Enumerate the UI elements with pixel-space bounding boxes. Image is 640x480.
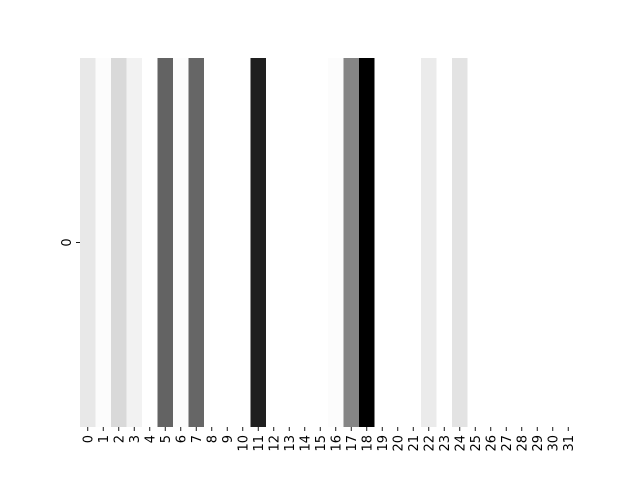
x-tick-label: 25: [469, 435, 484, 452]
x-tick-label: 4: [143, 435, 158, 443]
y-tick-label: 0: [60, 238, 75, 246]
heatmap-cell-0-30: [545, 58, 561, 427]
x-tick-label: 13: [283, 435, 298, 452]
heatmap-cell-0-28: [514, 58, 530, 427]
heatmap-cell-0-24: [452, 58, 468, 427]
x-tick-label: 8: [205, 435, 220, 443]
heatmap-cell-0-11: [250, 58, 267, 427]
x-tick-label: 30: [546, 435, 561, 452]
x-tick-label: 2: [112, 435, 127, 443]
heatmap-cell-0-6: [173, 58, 189, 427]
x-tick-label: 24: [453, 435, 468, 452]
x-tick-label: 10: [236, 435, 251, 452]
heatmap-cells: [80, 58, 577, 427]
x-tick-label: 17: [345, 435, 360, 452]
x-tick-label: 29: [531, 435, 546, 452]
x-tick-label: 18: [360, 435, 375, 452]
heatmap-cell-0-25: [467, 58, 484, 427]
heatmap-cell-0-23: [436, 58, 453, 427]
x-tick-label: 27: [500, 435, 515, 452]
heatmap-cell-0-14: [297, 58, 313, 427]
heatmap-cell-0-9: [219, 58, 236, 427]
x-tick-label: 0: [81, 435, 96, 443]
heatmap-cell-0-8: [204, 58, 220, 427]
x-tick-label: 6: [174, 435, 189, 443]
x-tick-label: 3: [128, 435, 143, 443]
heatmap-cell-0-18: [359, 58, 375, 427]
heatmap-cell-0-3: [126, 58, 143, 427]
heatmap-cell-0-31: [560, 58, 577, 427]
x-tick-label: 9: [221, 435, 236, 443]
heatmap-cell-0-26: [483, 58, 499, 427]
heatmap-cell-0-16: [328, 58, 344, 427]
y-axis-ticks: 0: [60, 238, 80, 247]
heatmap-cell-0-5: [157, 58, 174, 427]
heatmap-cell-0-4: [142, 58, 158, 427]
x-tick-label: 16: [329, 435, 344, 452]
x-tick-label: 14: [298, 435, 313, 452]
heatmap-cell-0-17: [343, 58, 360, 427]
x-tick-label: 15: [314, 435, 329, 452]
x-tick-label: 19: [376, 435, 391, 452]
x-tick-label: 23: [438, 435, 453, 452]
heatmap-cell-0-1: [95, 58, 112, 427]
heatmap-cell-0-7: [188, 58, 205, 427]
x-tick-label: 11: [252, 435, 267, 452]
heatmap-cell-0-2: [111, 58, 127, 427]
x-tick-label: 26: [484, 435, 499, 452]
heatmap-cell-0-15: [312, 58, 329, 427]
x-tick-label: 7: [190, 435, 205, 443]
heatmap-cell-0-27: [498, 58, 515, 427]
heatmap-cell-0-29: [529, 58, 546, 427]
heatmap-cell-0-12: [266, 58, 282, 427]
heatmap-cell-0-10: [235, 58, 251, 427]
x-tick-label: 5: [159, 435, 174, 443]
x-tick-label: 1: [97, 435, 112, 443]
heatmap-cell-0-20: [390, 58, 406, 427]
heatmap-cell-0-21: [405, 58, 422, 427]
x-tick-label: 31: [562, 435, 577, 452]
heatmap-cell-0-19: [374, 58, 391, 427]
heatmap-cell-0-0: [80, 58, 96, 427]
x-tick-label: 20: [391, 435, 406, 452]
x-tick-label: 12: [267, 435, 282, 452]
heatmap-cell-0-22: [421, 58, 437, 427]
heatmap-cell-0-13: [281, 58, 298, 427]
x-axis-ticks: 0 1 2 3 4 5 6 7 8 9 10 11 12 13 14 15 16 17 18 19 20 21 22 23 24…: [81, 427, 577, 452]
x-tick-label: 28: [515, 435, 530, 452]
x-tick-label: 22: [422, 435, 437, 452]
x-tick-label: 21: [407, 435, 422, 452]
